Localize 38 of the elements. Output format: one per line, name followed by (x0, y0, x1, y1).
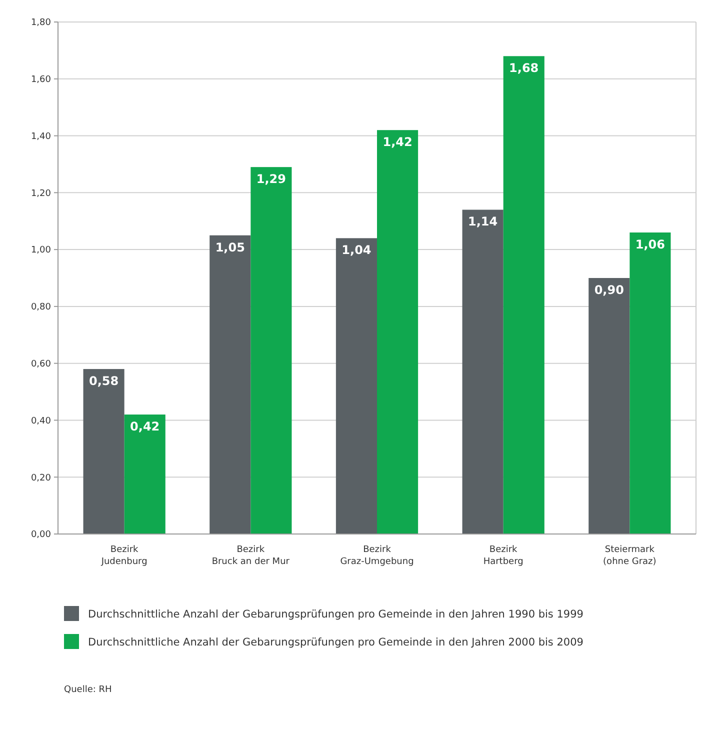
y-tick-label: 0,80 (30, 302, 52, 313)
x-tick-label: Steiermark (ohne Graz) (603, 545, 656, 567)
y-tick-label: 1,80 (30, 18, 52, 28)
bar (336, 238, 377, 534)
bar (124, 414, 166, 534)
data-label: 1,29 (256, 172, 286, 186)
y-tick-label: 1,60 (30, 75, 52, 86)
data-label: 1,05 (215, 240, 245, 254)
bar (630, 232, 671, 534)
y-tick-label: 0,20 (30, 473, 52, 484)
data-label: 0,42 (130, 420, 160, 434)
y-tick-label: 1,20 (30, 188, 52, 199)
data-label: 0,90 (594, 283, 624, 297)
y-tick-label: 1,00 (30, 246, 52, 256)
x-tick-label: Bezirk Judenburg (100, 545, 148, 567)
y-tick-label: 0,00 (30, 530, 52, 540)
data-label: 1,04 (342, 243, 372, 258)
x-tick-label: Bezirk Bruck an der Mur (212, 545, 290, 567)
x-tick-label: Bezirk Graz-Umgebung (340, 545, 414, 567)
data-label: 1,42 (382, 135, 412, 150)
legend-label: Durchschnittliche Anzahl der Gebarungsprüfungen pro Gemeinde in den Jahren 2000 bis 2009 (88, 636, 584, 649)
bar (250, 167, 292, 534)
bar (210, 235, 251, 534)
bar (588, 278, 630, 534)
source-note: Quelle: RH (64, 685, 112, 695)
data-label: 1,68 (509, 61, 539, 76)
bar (377, 130, 418, 534)
x-tick-label: Bezirk Hartberg (483, 545, 524, 567)
data-label: 1,14 (468, 214, 498, 229)
legend-label: Durchschnittliche Anzahl der Gebarungsprüfungen pro Gemeinde in den Jahren 1990 bis 1999 (88, 608, 584, 621)
bar (83, 369, 124, 534)
data-label: 0,58 (88, 374, 119, 388)
bar (503, 56, 544, 534)
y-tick-label: 0,60 (30, 359, 52, 370)
y-tick-label: 1,40 (30, 132, 52, 142)
data-label: 1,06 (635, 237, 666, 252)
bar (462, 210, 504, 534)
y-tick-label: 0,40 (30, 416, 52, 426)
